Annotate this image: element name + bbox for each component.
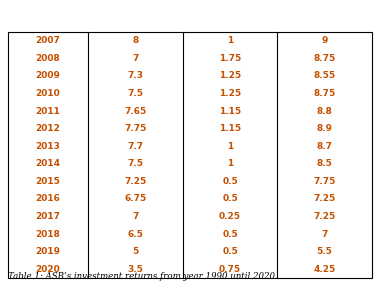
Text: 0.75: 0.75 — [219, 265, 241, 274]
Text: 2007: 2007 — [35, 36, 60, 45]
Text: 2012: 2012 — [35, 124, 60, 133]
Text: 5.5: 5.5 — [317, 247, 333, 256]
Text: 8.8: 8.8 — [317, 106, 333, 116]
Text: 2018: 2018 — [35, 229, 60, 239]
Text: 9: 9 — [322, 36, 328, 45]
Text: 8.7: 8.7 — [317, 142, 333, 151]
Text: 1: 1 — [227, 36, 233, 45]
Text: 0.5: 0.5 — [222, 177, 238, 186]
Text: 3.5: 3.5 — [127, 265, 143, 274]
Text: 7.25: 7.25 — [124, 177, 147, 186]
Text: 2008: 2008 — [36, 54, 60, 63]
Text: 0.5: 0.5 — [222, 229, 238, 239]
Text: 7.65: 7.65 — [124, 106, 147, 116]
Text: 7.7: 7.7 — [127, 142, 144, 151]
Text: 0.5: 0.5 — [222, 195, 238, 203]
Text: 7: 7 — [132, 54, 139, 63]
Text: 1: 1 — [227, 142, 233, 151]
Text: 2014: 2014 — [35, 159, 61, 168]
Text: 7: 7 — [322, 229, 328, 239]
Text: 0.5: 0.5 — [222, 247, 238, 256]
Text: 7.75: 7.75 — [124, 124, 147, 133]
Text: 2019: 2019 — [35, 247, 61, 256]
Text: 8.55: 8.55 — [314, 72, 336, 80]
Text: 8.9: 8.9 — [317, 124, 333, 133]
Text: 2011: 2011 — [35, 106, 60, 116]
Text: 1.25: 1.25 — [219, 89, 241, 98]
Text: 2017: 2017 — [35, 212, 61, 221]
Text: 2009: 2009 — [35, 72, 60, 80]
Text: 8: 8 — [132, 36, 138, 45]
Text: 7.75: 7.75 — [314, 177, 336, 186]
Text: 2010: 2010 — [36, 89, 60, 98]
Text: 2013: 2013 — [35, 142, 60, 151]
Text: 4.25: 4.25 — [314, 265, 336, 274]
Text: 7: 7 — [132, 212, 139, 221]
Text: 8.75: 8.75 — [314, 54, 336, 63]
Text: 0.25: 0.25 — [219, 212, 241, 221]
Text: Table 1: ASB’s investment returns from year 1990 until 2020.: Table 1: ASB’s investment returns from y… — [8, 272, 278, 281]
Text: 6.5: 6.5 — [127, 229, 143, 239]
Text: 7.25: 7.25 — [314, 212, 336, 221]
Text: 2020: 2020 — [36, 265, 60, 274]
Text: 7.5: 7.5 — [127, 159, 143, 168]
Text: 1.75: 1.75 — [219, 54, 241, 63]
Text: 2016: 2016 — [35, 195, 60, 203]
Text: 8.75: 8.75 — [314, 89, 336, 98]
Text: 1.15: 1.15 — [219, 106, 241, 116]
Text: 2015: 2015 — [35, 177, 60, 186]
Text: 1.25: 1.25 — [219, 72, 241, 80]
Bar — [8, 32, 372, 278]
Text: 7.3: 7.3 — [127, 72, 143, 80]
Text: 7.5: 7.5 — [127, 89, 143, 98]
Text: 1.15: 1.15 — [219, 124, 241, 133]
Text: 6.75: 6.75 — [124, 195, 147, 203]
Text: 7.25: 7.25 — [314, 195, 336, 203]
Text: 1: 1 — [227, 159, 233, 168]
Text: 5: 5 — [132, 247, 138, 256]
Text: 8.5: 8.5 — [317, 159, 333, 168]
